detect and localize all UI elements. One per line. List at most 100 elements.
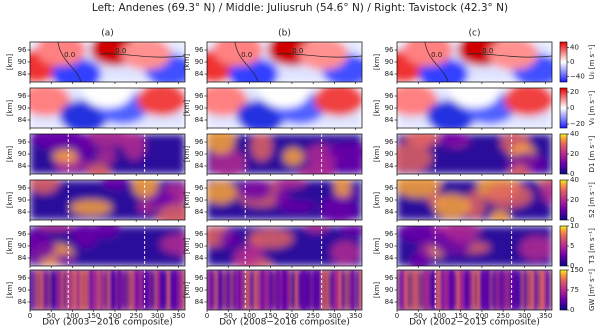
field-stripe — [515, 270, 519, 310]
field-blob — [403, 42, 453, 66]
field-stripe — [61, 270, 65, 310]
figure-title: Left: Andenes (69.3° N) / Middle: Julius… — [92, 2, 508, 14]
field-blob — [283, 147, 304, 166]
y-tick-label: 90 — [195, 104, 204, 112]
y-tick-label: 96 — [18, 46, 27, 54]
field-blob — [248, 228, 294, 249]
field-stripe — [279, 270, 283, 310]
x-axis-label: DoY (2002−2015 composite) — [409, 318, 540, 328]
field-stripe — [269, 270, 273, 310]
y-axis-label: [km] — [373, 238, 381, 255]
colorbar-tick-label: 5 — [570, 242, 574, 250]
y-tick-label: 84 — [195, 70, 204, 78]
field-blob — [233, 246, 259, 266]
field-stripe — [212, 270, 216, 310]
colorbar — [559, 133, 568, 175]
y-tick-label: 90 — [18, 150, 27, 158]
field-stripe — [510, 270, 514, 310]
field-stripe — [338, 270, 342, 310]
x-tick-label: 350 — [349, 312, 362, 320]
field-blob — [259, 88, 310, 108]
field-stripe — [310, 270, 314, 310]
y-tick-label: 90 — [18, 286, 27, 294]
field-stripe — [346, 270, 350, 310]
y-tick-label: 90 — [195, 286, 204, 294]
field-blob — [236, 100, 287, 128]
field-blob — [36, 226, 75, 232]
x-tick-label: 350 — [539, 312, 552, 320]
field-stripe — [539, 270, 543, 310]
y-axis-label: [km] — [373, 146, 381, 163]
y-tick-label: 84 — [18, 70, 27, 78]
x-tick-label: 100 — [243, 312, 256, 320]
field-stripe — [232, 270, 236, 310]
field-stripe — [248, 270, 252, 310]
field-stripe — [446, 270, 450, 310]
field-blob — [82, 88, 133, 108]
field-stripe — [407, 270, 411, 310]
field-stripe — [307, 270, 311, 310]
field-blob — [102, 180, 130, 190]
field-blob — [32, 134, 83, 151]
field-stripe — [536, 270, 540, 310]
field-stripe — [148, 270, 152, 310]
y-tick-label: 96 — [18, 92, 27, 100]
field-stripe — [320, 270, 324, 310]
field-stripe — [53, 270, 57, 310]
x-tick-label: 100 — [66, 312, 79, 320]
y-tick-label: 96 — [18, 184, 27, 192]
y-tick-label: 96 — [385, 230, 394, 238]
field-stripe — [430, 270, 434, 310]
colorbar-tick-label: 0 — [570, 306, 574, 314]
x-tick-label: 150 — [264, 312, 277, 320]
field-stripe — [546, 270, 550, 310]
y-tick-label: 96 — [18, 138, 27, 146]
field-stripe — [459, 270, 463, 310]
field-stripe — [89, 270, 93, 310]
field-stripe — [541, 270, 545, 310]
field-stripe — [217, 270, 221, 310]
field-stripe — [238, 270, 242, 310]
field-stripe — [469, 270, 473, 310]
x-tick-label: 50 — [224, 312, 233, 320]
field-blob — [95, 148, 117, 164]
colorbar-tick-label: 0 — [570, 262, 574, 270]
x-tick-label: 250 — [129, 312, 142, 320]
field-stripe — [549, 270, 552, 310]
field-stripe — [104, 270, 108, 310]
field-stripe — [146, 270, 150, 310]
field-stripe — [399, 270, 403, 310]
field-stripe — [521, 270, 525, 310]
contour-label: 0.0 — [241, 51, 252, 59]
field-stripe — [133, 270, 137, 310]
field — [397, 180, 552, 220]
field-stripe — [420, 270, 424, 310]
y-tick-label: 84 — [18, 254, 27, 262]
field-stripe — [151, 270, 155, 310]
y-tick-label: 84 — [385, 70, 394, 78]
y-axis-label: [km] — [6, 146, 14, 163]
field-stripe — [84, 270, 88, 310]
field-stripe — [32, 270, 36, 310]
colorbar-tick-label: 150 — [570, 266, 583, 274]
field-stripe — [143, 270, 147, 310]
x-tick-label: 300 — [151, 312, 164, 320]
panel-label: (a) — [101, 29, 114, 39]
zero-contour — [99, 53, 185, 58]
field-stripe — [107, 270, 111, 310]
field-stripe — [256, 270, 260, 310]
colorbar-tick-label: −20 — [570, 120, 585, 128]
y-axis-label: [km] — [6, 238, 14, 255]
y-tick-label: 96 — [385, 46, 394, 54]
field-stripe — [225, 270, 229, 310]
field-stripe — [287, 270, 291, 310]
field-stripe — [73, 270, 77, 310]
field-blob — [304, 226, 330, 233]
colorbar-tick-label: 20 — [570, 196, 579, 204]
field-stripe — [336, 270, 340, 310]
field-stripe — [42, 270, 46, 310]
colorbar-label: D1 [m s⁻¹] — [588, 135, 596, 172]
field-stripe — [141, 270, 145, 310]
field-stripe — [354, 270, 358, 310]
